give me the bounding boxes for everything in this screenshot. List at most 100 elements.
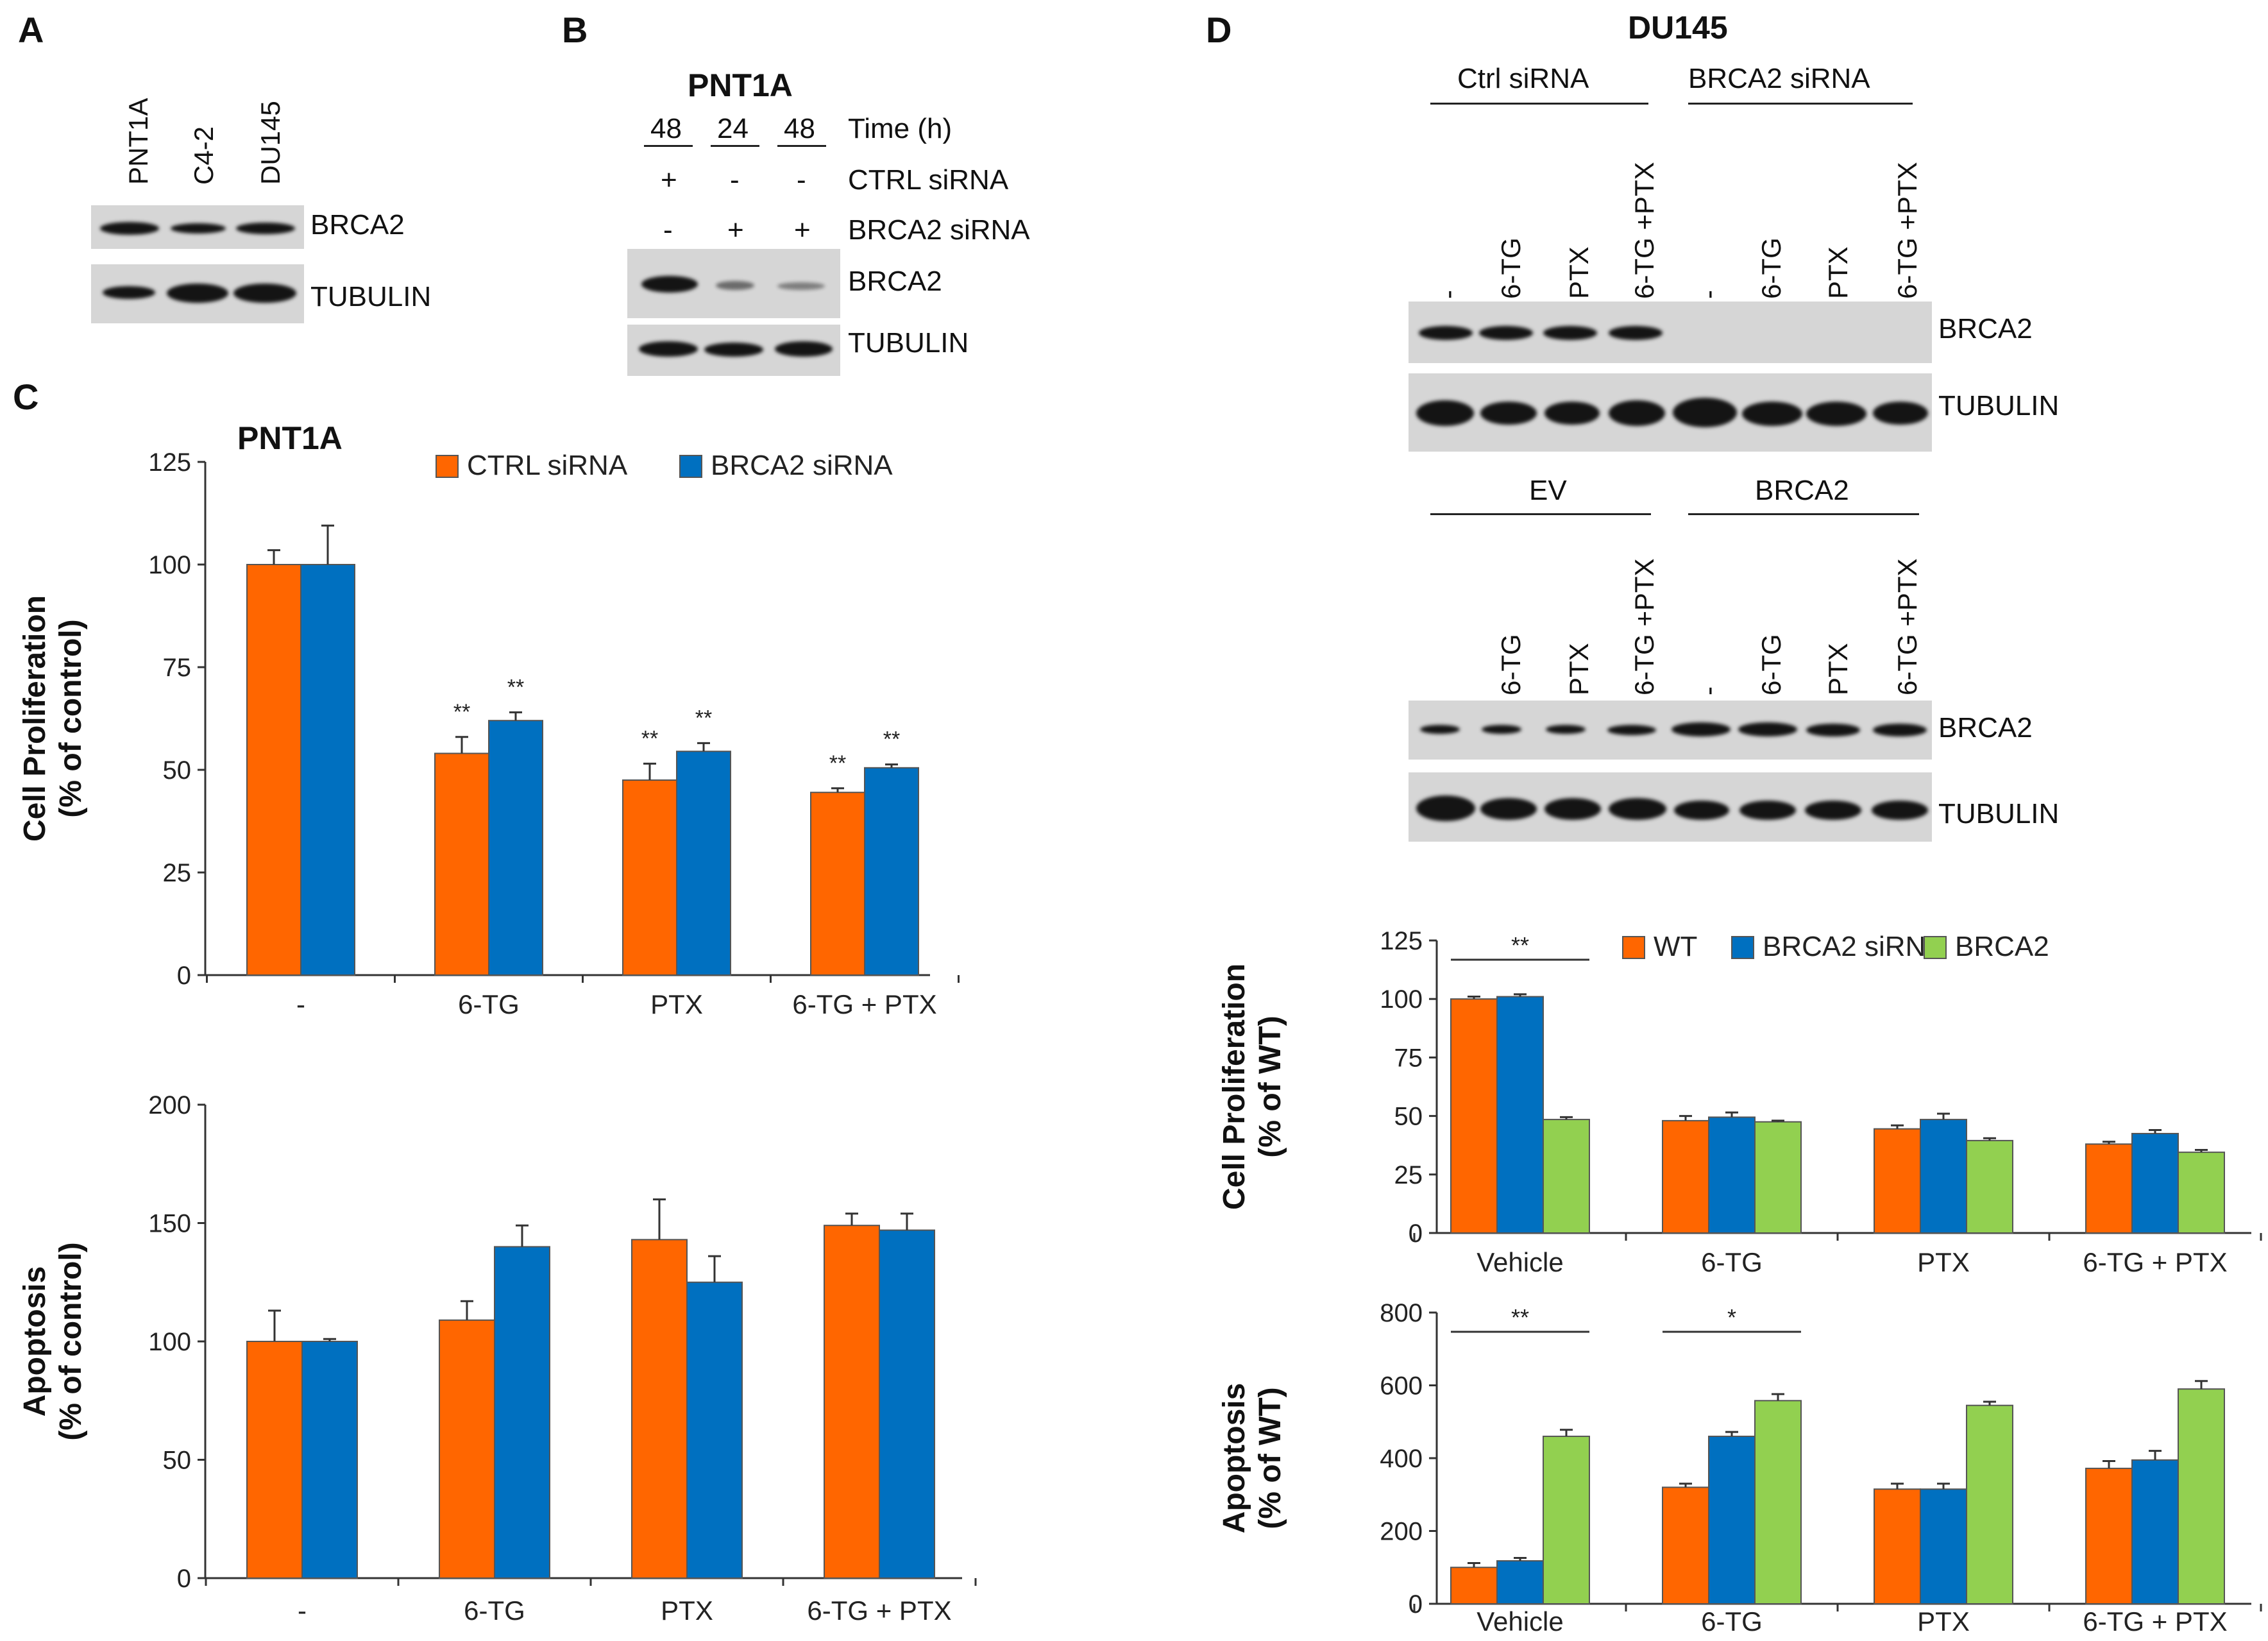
bar bbox=[1662, 1119, 1709, 1234]
y-tick-label: 100 bbox=[148, 551, 191, 579]
lane-label-c42: C4-2 bbox=[189, 126, 219, 185]
brca-mark-2: + bbox=[727, 214, 744, 246]
row-label-d2-brca2: BRCA2 bbox=[1938, 712, 2033, 744]
category-label: 6-TG + PTX bbox=[792, 989, 936, 1019]
category-label: 6-TG + PTX bbox=[2083, 1247, 2227, 1277]
group-ev: EV bbox=[1529, 475, 1567, 506]
row-label-b-brca2: BRCA2 bbox=[848, 266, 942, 297]
blot-d1-tubulin bbox=[1409, 373, 1932, 452]
blot-d2-tubulin bbox=[1409, 772, 1932, 842]
bar bbox=[1450, 998, 1498, 1234]
bar bbox=[488, 720, 543, 976]
bar bbox=[246, 564, 301, 976]
y-tick-label: 50 bbox=[163, 756, 192, 785]
bar bbox=[1543, 1435, 1590, 1604]
y-tick-label: 0 bbox=[1409, 1220, 1423, 1248]
d-bot-lane-8: 6-TG +PTX bbox=[1892, 558, 1922, 695]
category-label: Vehicle bbox=[1477, 1247, 1563, 1277]
blot-b-tubulin bbox=[627, 325, 840, 376]
category-label: 6-TG + PTX bbox=[807, 1595, 951, 1626]
legend-swatch bbox=[436, 455, 459, 478]
category-label: 6-TG bbox=[1701, 1247, 1763, 1277]
bar bbox=[631, 1239, 688, 1579]
bar bbox=[2178, 1152, 2225, 1234]
y-axis-label: Apoptosis bbox=[1217, 1383, 1251, 1534]
ctrl-mark-3: - bbox=[797, 164, 806, 196]
bar bbox=[1708, 1116, 1756, 1234]
row-label-d2-tubulin: TUBULIN bbox=[1938, 798, 2060, 829]
d-bot-lane-6: 6-TG bbox=[1756, 634, 1786, 695]
y-axis-label-2: (% of control) bbox=[54, 619, 88, 817]
y-tick-label: 200 bbox=[1380, 1518, 1423, 1546]
d-top-lane-5: - bbox=[1693, 290, 1723, 299]
brca-mark-3: + bbox=[794, 214, 811, 246]
d-bot-lane-4: 6-TG +PTX bbox=[1629, 558, 1659, 695]
significance-mark: ** bbox=[507, 675, 524, 699]
bar bbox=[246, 1341, 303, 1579]
y-tick-label: 100 bbox=[1380, 985, 1423, 1014]
d-bot-lane-5: - bbox=[1693, 686, 1723, 695]
significance-mark: ** bbox=[1511, 1304, 1529, 1331]
d-top-lane-7: PTX bbox=[1823, 246, 1853, 299]
category-label: 6-TG bbox=[1701, 1606, 1763, 1637]
y-axis-label-2: (% of control) bbox=[54, 1242, 88, 1440]
d-top-lane-2: 6-TG bbox=[1496, 237, 1526, 299]
category-label: 6-TG bbox=[458, 989, 520, 1019]
legend-label: BRCA2 bbox=[1955, 931, 2049, 962]
d-top-lane-3: PTX bbox=[1564, 246, 1594, 299]
bar bbox=[1496, 996, 1544, 1234]
brca-mark-1: - bbox=[663, 214, 673, 246]
bar bbox=[1496, 1560, 1544, 1604]
bar bbox=[1966, 1404, 2013, 1604]
lane-label-pnt1a: PNT1A bbox=[123, 98, 153, 185]
bar bbox=[2131, 1459, 2179, 1604]
y-axis-label: Cell Proliferation bbox=[18, 595, 52, 842]
blot-b-brca2 bbox=[627, 249, 840, 318]
bar bbox=[1920, 1119, 1967, 1234]
legend-label: BRCA2 siRNA bbox=[1763, 931, 1945, 962]
chart-c-proliferation: 0 25 50 75 100 125 - 6-TG PTX 6-TG + PTX ** ** ** ** *… bbox=[18, 420, 960, 1019]
panel-label-d: D bbox=[1206, 10, 1232, 50]
bar bbox=[879, 1229, 935, 1579]
bar bbox=[676, 751, 731, 976]
significance-mark: ** bbox=[1511, 932, 1529, 958]
y-tick-label: 0 bbox=[177, 1565, 191, 1593]
blot-a-brca2 bbox=[91, 205, 304, 249]
bar bbox=[434, 752, 489, 976]
bar bbox=[1920, 1488, 1967, 1604]
bar bbox=[1662, 1486, 1709, 1604]
category-label: - bbox=[296, 989, 305, 1019]
blot-d2-brca2 bbox=[1409, 701, 1932, 760]
blot-d1-brca2 bbox=[1409, 302, 1932, 363]
group-brca2-sirna: BRCA2 siRNA bbox=[1688, 63, 1870, 94]
bar bbox=[2178, 1388, 2225, 1605]
y-axis-label: Cell Proliferation bbox=[1217, 964, 1251, 1210]
panel-label-b: B bbox=[562, 10, 588, 50]
category-label: Vehicle bbox=[1477, 1606, 1563, 1637]
significance-mark: ** bbox=[641, 726, 658, 751]
bar bbox=[810, 792, 865, 976]
y-tick-label: 100 bbox=[148, 1328, 191, 1356]
ctrl-mark-2: - bbox=[730, 164, 740, 196]
chart-title: PNT1A bbox=[237, 420, 343, 456]
legend-swatch bbox=[1731, 936, 1754, 959]
y-tick-label: 400 bbox=[1380, 1445, 1423, 1473]
row-label-d1-brca2: BRCA2 bbox=[1938, 313, 2033, 344]
y-tick-label: 25 bbox=[1394, 1161, 1423, 1189]
bar bbox=[1874, 1488, 1921, 1604]
bar bbox=[300, 564, 355, 976]
legend-label: CTRL siRNA bbox=[467, 450, 628, 481]
bar bbox=[1543, 1119, 1590, 1234]
time-24: 24 bbox=[717, 113, 749, 144]
bar bbox=[1708, 1435, 1756, 1604]
y-tick-label: 50 bbox=[1394, 1103, 1423, 1131]
y-tick-label: 150 bbox=[148, 1210, 191, 1238]
time-48a: 48 bbox=[650, 113, 682, 144]
bar bbox=[494, 1246, 550, 1579]
bar bbox=[439, 1319, 495, 1579]
time-48b: 48 bbox=[784, 113, 815, 144]
y-tick-label: 600 bbox=[1380, 1372, 1423, 1400]
panel-d-title: DU145 bbox=[1628, 10, 1728, 46]
significance-mark: ** bbox=[829, 751, 846, 776]
